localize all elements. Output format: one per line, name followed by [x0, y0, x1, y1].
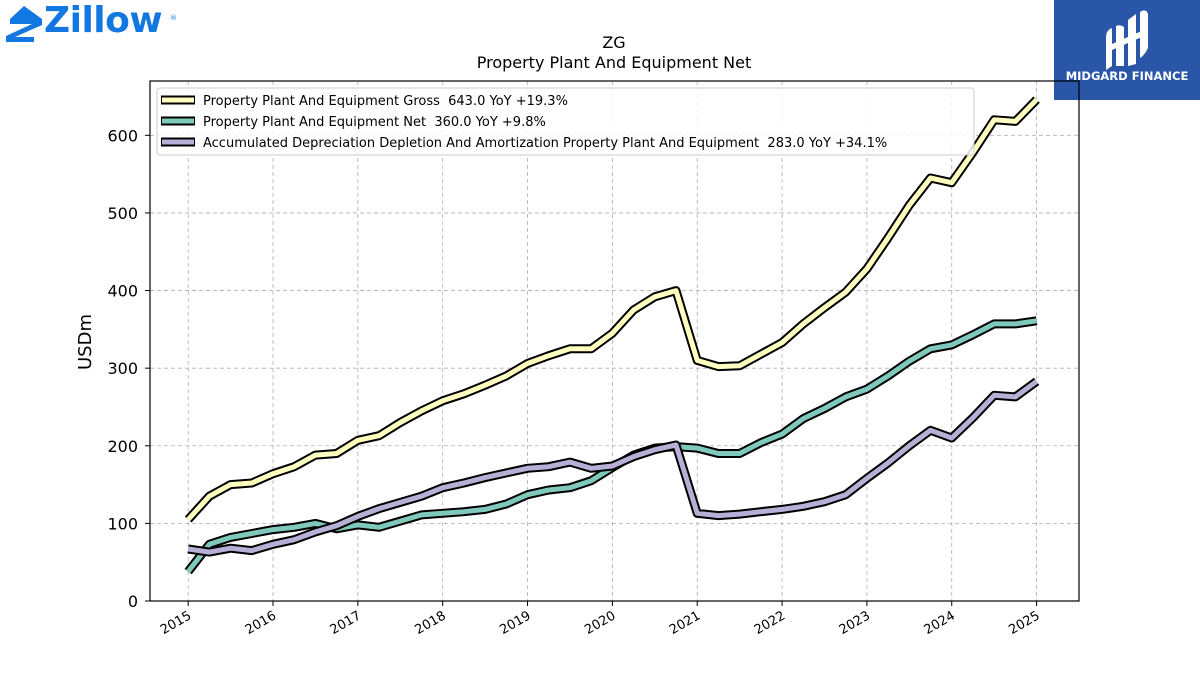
- series-lines: [184, 96, 1040, 575]
- zillow-house-icon: [6, 6, 42, 42]
- midgard-finance-logo: MIDGARD FINANCE: [1054, 0, 1200, 100]
- midgard-emblem-icon: [1106, 10, 1148, 70]
- y-tick-label: 200: [107, 437, 138, 456]
- x-tick-label: 2022: [752, 608, 788, 638]
- zillow-logo: Zillow ®: [4, 0, 180, 46]
- x-tick-label: 2023: [837, 608, 873, 638]
- y-axis-label: USDm: [75, 314, 96, 370]
- x-tick-label: 2024: [922, 608, 958, 638]
- legend-label-1: Property Plant And Equipment Gross 643.0…: [203, 94, 568, 109]
- x-tick-label: 2015: [158, 608, 194, 638]
- y-tick-label: 400: [107, 282, 138, 301]
- plot-frame: [149, 80, 1080, 602]
- y-tick-label: 100: [107, 514, 138, 533]
- y-tick-label: 0: [128, 592, 138, 611]
- series-line-1: [186, 97, 1039, 522]
- midgard-wordmark: MIDGARD FINANCE: [1065, 69, 1189, 83]
- legend: Property Plant And Equipment Gross 643.0…: [156, 87, 975, 156]
- y-tick-label: 600: [107, 126, 138, 145]
- legend-label-2: Property Plant And Equipment Net 360.0 Y…: [203, 115, 546, 130]
- x-tick-label: 2017: [328, 608, 364, 638]
- x-tick-label: 2021: [667, 608, 703, 638]
- x-tick-label: 2020: [582, 608, 618, 638]
- grid: [150, 81, 1079, 602]
- legend-box: [156, 87, 975, 156]
- axis-ticks: 0 100 200 300 400 500 600 2015 2016 2017 2018 2019 2…: [107, 126, 1042, 638]
- x-tick-label: 2018: [413, 608, 449, 638]
- legend-label-3: Accumulated Depreciation Depletion And A…: [203, 136, 887, 151]
- y-tick-label: 500: [107, 204, 138, 223]
- chart-title: ZG: [602, 33, 625, 52]
- chart-subtitle: Property Plant And Equipment Net: [477, 53, 752, 72]
- x-tick-label: 2025: [1006, 608, 1042, 638]
- x-tick-label: 2016: [243, 608, 279, 638]
- x-tick-label: 2019: [497, 608, 533, 638]
- y-tick-label: 300: [107, 359, 138, 378]
- zillow-wordmark: Zillow: [44, 0, 163, 41]
- zillow-registered-mark: ®: [170, 14, 177, 22]
- series-line-3: [187, 379, 1039, 555]
